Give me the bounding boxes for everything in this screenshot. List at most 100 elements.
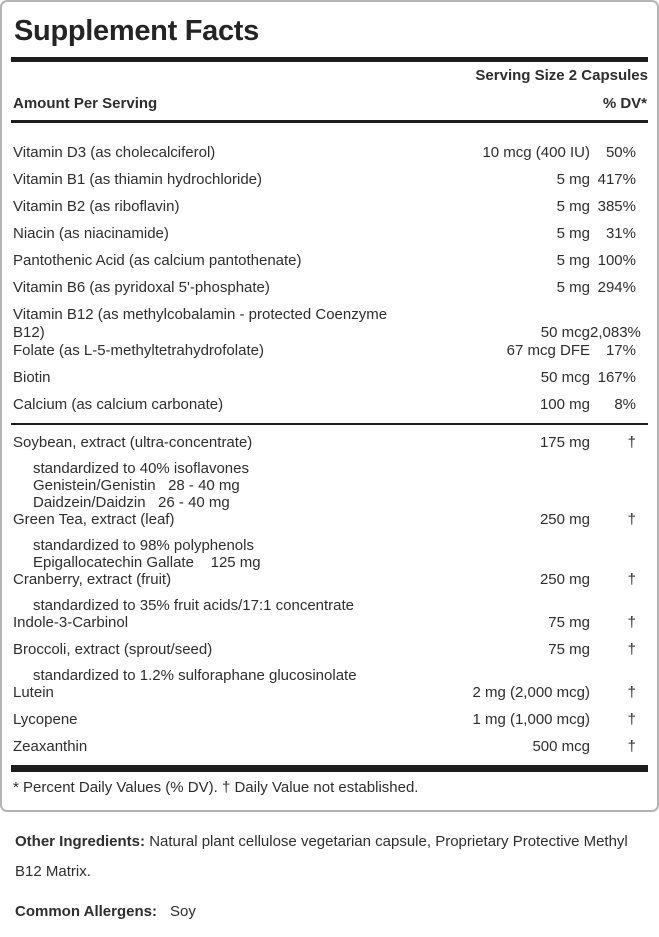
nutrient-name: Indole-3-Carbinol xyxy=(13,614,129,631)
divider-botanicals xyxy=(11,423,648,425)
nutrient-row: Lutein 2 mg (2,000 mcg) † xyxy=(11,684,648,702)
common-allergens-text: Soy xyxy=(169,903,196,920)
nutrient-amount: 75 mg xyxy=(548,641,590,658)
botanicals-section: Soybean, extract (ultra-concentrate) 175… xyxy=(11,434,648,756)
nutrient-row: Pantothenic Acid (as calcium pantothenat… xyxy=(11,252,648,270)
standardization-note: standardized to 35% fruit acids/17:1 con… xyxy=(33,597,355,614)
nutrient-dv: 385% xyxy=(597,198,636,215)
nutrient-amount: 1 mg (1,000 mcg) xyxy=(472,711,590,728)
nutrient-dv: † xyxy=(627,434,636,451)
nutrient-amount: 5 mg xyxy=(556,225,590,242)
nutrient-amount: 50 mcg xyxy=(540,369,590,386)
nutrient-dv: 294% xyxy=(597,279,636,296)
nutrient-name: Green Tea, extract (leaf) xyxy=(13,511,175,528)
nutrient-name: Biotin xyxy=(13,369,51,386)
standardization-note: standardized to 40% isoflavones xyxy=(33,460,249,477)
nutrient-dv: 417% xyxy=(597,171,636,188)
nutrient-amount: 5 mg xyxy=(556,252,590,269)
nutrient-name: Niacin (as niacinamide) xyxy=(13,225,169,242)
nutrient-name: Vitamin B12 (as methylcobalamin - protec… xyxy=(13,306,388,341)
nutrient-row: Green Tea, extract (leaf) 250 mg † xyxy=(11,511,648,529)
nutrient-name: Calcium (as calcium carbonate) xyxy=(13,396,224,413)
vitamins-section: Vitamin D3 (as cholecalciferol) 10 mcg (… xyxy=(11,123,648,414)
nutrient-row: Calcium (as calcium carbonate) 100 mg 8% xyxy=(11,396,648,414)
nutrient-amount: 250 mg xyxy=(539,511,590,528)
supplement-facts-panel: Supplement Facts Serving Size 2 Capsules… xyxy=(0,0,659,812)
nutrient-row: Broccoli, extract (sprout/seed) 75 mg † xyxy=(11,641,648,659)
nutrient-dv: † xyxy=(627,711,636,728)
nutrient-dv: † xyxy=(627,511,636,528)
nutrient-name: Pantothenic Acid (as calcium pantothenat… xyxy=(13,252,302,269)
standardization-note: standardized to 98% polyphenols xyxy=(33,537,254,554)
nutrient-amount: 5 mg xyxy=(556,198,590,215)
nutrient-row: Soybean, extract (ultra-concentrate) 175… xyxy=(11,434,648,452)
nutrient-name: Soybean, extract (ultra-concentrate) xyxy=(13,434,253,451)
standardization-note: standardized to 1.2% sulforaphane glucos… xyxy=(33,667,357,684)
nutrient-dv: 31% xyxy=(605,225,636,242)
nutrient-name: Vitamin B1 (as thiamin hydrochloride) xyxy=(13,171,263,188)
column-header-row: Amount Per Serving % DV* xyxy=(11,95,648,113)
standardization-notes: standardized to 1.2% sulforaphane glucos… xyxy=(11,667,648,684)
nutrient-dv: 50% xyxy=(605,144,636,161)
standardization-note: Daidzein/Daidzin 26 - 40 mg xyxy=(33,494,230,511)
nutrient-dv: 167% xyxy=(597,369,636,386)
serving-size: Serving Size 2 Capsules xyxy=(475,67,648,84)
standardization-notes: standardized to 98% polyphenols Epigallo… xyxy=(11,537,648,571)
nutrient-amount: 2 mg (2,000 mcg) xyxy=(472,684,590,701)
other-ingredients: Other Ingredients: Natural plant cellulo… xyxy=(15,827,647,887)
nutrient-name: Lutein xyxy=(13,684,54,701)
common-allergens-label: Common Allergens: xyxy=(15,903,157,920)
nutrient-name: Vitamin B6 (as pyridoxal 5'-phosphate) xyxy=(13,279,270,296)
nutrient-dv: † xyxy=(627,641,636,658)
nutrient-dv: 100% xyxy=(597,252,636,269)
standardization-notes: standardized to 40% isoflavones Genistei… xyxy=(11,460,648,511)
nutrient-dv: † xyxy=(627,614,636,631)
nutrient-row: Indole-3-Carbinol 75 mg † xyxy=(11,614,648,632)
nutrient-amount: 67 mcg DFE xyxy=(506,342,590,359)
standardization-note: Genistein/Genistin 28 - 40 mg xyxy=(33,477,240,494)
nutrient-amount: 100 mg xyxy=(539,396,590,413)
nutrient-amount: 50 mcg xyxy=(540,324,590,341)
nutrient-row: Lycopene 1 mg (1,000 mcg) † xyxy=(11,711,648,729)
divider-footnote xyxy=(11,765,648,772)
nutrient-amount: 10 mcg (400 IU) xyxy=(482,144,590,161)
nutrient-row: Biotin 50 mcg 167% xyxy=(11,369,648,387)
nutrient-amount: 75 mg xyxy=(548,614,590,631)
percent-dv-header: % DV* xyxy=(602,95,647,112)
common-allergens: Common Allergens: Soy xyxy=(15,902,647,922)
other-ingredients-label: Other Ingredients: xyxy=(15,833,146,850)
nutrient-name: Cranberry, extract (fruit) xyxy=(13,571,172,588)
nutrient-row: Niacin (as niacinamide) 5 mg 31% xyxy=(11,225,648,243)
nutrient-row: Vitamin B1 (as thiamin hydrochloride) 5 … xyxy=(11,171,648,189)
nutrient-row: Cranberry, extract (fruit) 250 mg † xyxy=(11,571,648,589)
nutrient-dv: 2,083% xyxy=(590,324,641,341)
nutrient-dv: 17% xyxy=(605,342,636,359)
nutrient-row: Vitamin B6 (as pyridoxal 5'-phosphate) 5… xyxy=(11,279,648,297)
nutrient-row: Vitamin B12 (as methylcobalamin - protec… xyxy=(11,306,648,342)
nutrient-amount: 175 mg xyxy=(539,434,590,451)
nutrient-name: Broccoli, extract (sprout/seed) xyxy=(13,641,213,658)
nutrient-row: Folate (as L-5-methyltetrahydrofolate) 6… xyxy=(11,342,648,360)
nutrient-name: Zeaxanthin xyxy=(13,738,88,755)
divider-header xyxy=(11,120,648,123)
other-ingredients-text: Natural plant cellulose vegetarian capsu… xyxy=(15,833,628,880)
nutrient-dv: † xyxy=(627,684,636,701)
nutrient-name: Vitamin D3 (as cholecalciferol) xyxy=(13,144,216,161)
nutrient-name: Folate (as L-5-methyltetrahydrofolate) xyxy=(13,342,264,359)
nutrient-amount: 5 mg xyxy=(556,279,590,296)
nutrient-dv: 8% xyxy=(614,396,636,413)
nutrient-name: Lycopene xyxy=(13,711,78,728)
standardization-note: Epigallocatechin Gallate 125 mg xyxy=(33,554,261,571)
nutrient-name: Vitamin B2 (as riboflavin) xyxy=(13,198,180,215)
nutrient-amount: 500 mcg xyxy=(532,738,590,755)
nutrient-row: Zeaxanthin 500 mcg † xyxy=(11,738,648,756)
nutrient-dv: † xyxy=(627,571,636,588)
panel-title: Supplement Facts xyxy=(14,15,259,47)
nutrient-row: Vitamin D3 (as cholecalciferol) 10 mcg (… xyxy=(11,144,648,162)
nutrient-amount: 250 mg xyxy=(539,571,590,588)
dv-footnote: * Percent Daily Values (% DV). † Daily V… xyxy=(13,779,419,796)
nutrient-row: Vitamin B2 (as riboflavin) 5 mg 385% xyxy=(11,198,648,216)
nutrient-amount: 5 mg xyxy=(556,171,590,188)
divider-title xyxy=(11,57,648,62)
